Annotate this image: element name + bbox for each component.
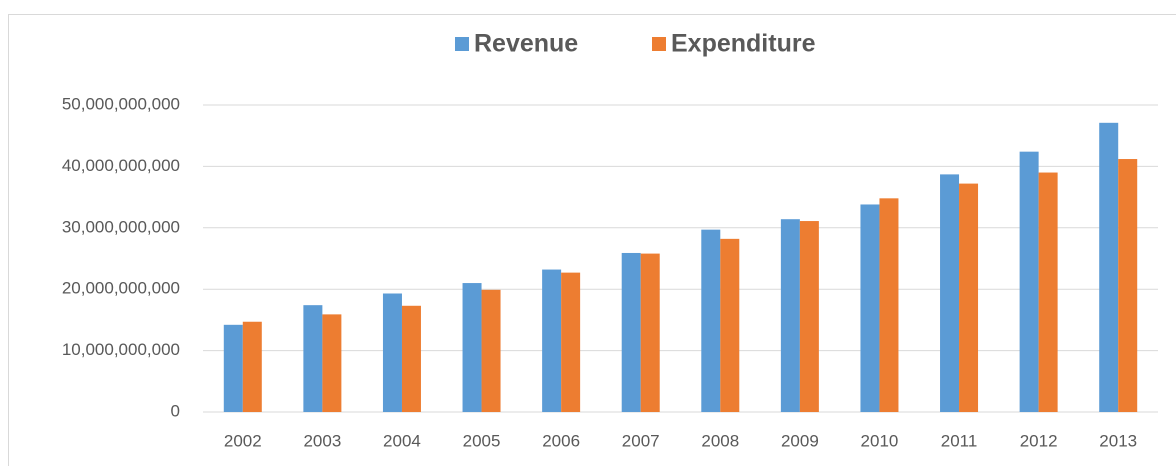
y-tick-label: 30,000,000,000	[62, 217, 180, 236]
x-tick-label: 2009	[781, 431, 819, 450]
bar	[959, 183, 979, 412]
legend-swatch	[652, 37, 666, 51]
y-tick-label: 0	[171, 401, 180, 420]
legend-label: Revenue	[474, 30, 578, 58]
x-tick-label: 2003	[303, 431, 341, 450]
bar	[382, 293, 402, 412]
bar	[542, 269, 562, 412]
bar	[720, 238, 740, 412]
bar	[1099, 122, 1119, 412]
chart-frame	[8, 14, 1176, 466]
bar	[1038, 172, 1058, 412]
bar	[799, 221, 819, 412]
bar	[780, 219, 800, 412]
x-tick-label: 2004	[383, 431, 421, 450]
bar	[223, 324, 243, 412]
bar	[462, 283, 482, 412]
x-tick-label: 2008	[701, 431, 739, 450]
x-tick-label: 2007	[622, 431, 660, 450]
bar	[940, 174, 960, 412]
legend-swatch	[455, 37, 469, 51]
bar	[242, 321, 262, 412]
bar	[1019, 151, 1039, 412]
bar	[481, 289, 501, 412]
bar	[303, 305, 323, 412]
y-tick-label: 10,000,000,000	[62, 340, 180, 359]
x-tick-label: 2005	[463, 431, 501, 450]
legend-label: Expenditure	[671, 30, 816, 58]
x-tick-label: 2002	[224, 431, 262, 450]
bar	[860, 204, 880, 412]
bar	[701, 229, 721, 412]
bar	[1118, 159, 1138, 412]
y-tick-label: 40,000,000,000	[62, 156, 180, 175]
x-tick-label: 2013	[1099, 431, 1137, 450]
bar	[621, 252, 641, 412]
x-tick-label: 2010	[861, 431, 899, 450]
bar	[561, 272, 581, 412]
x-tick-label: 2011	[941, 431, 978, 450]
bar	[401, 305, 421, 412]
bar	[640, 253, 660, 412]
bar	[322, 314, 342, 412]
y-tick-label: 20,000,000,000	[62, 279, 180, 298]
y-tick-label: 50,000,000,000	[62, 94, 180, 113]
bar	[879, 198, 899, 412]
x-tick-label: 2006	[542, 431, 580, 450]
x-tick-label: 2012	[1020, 431, 1058, 450]
